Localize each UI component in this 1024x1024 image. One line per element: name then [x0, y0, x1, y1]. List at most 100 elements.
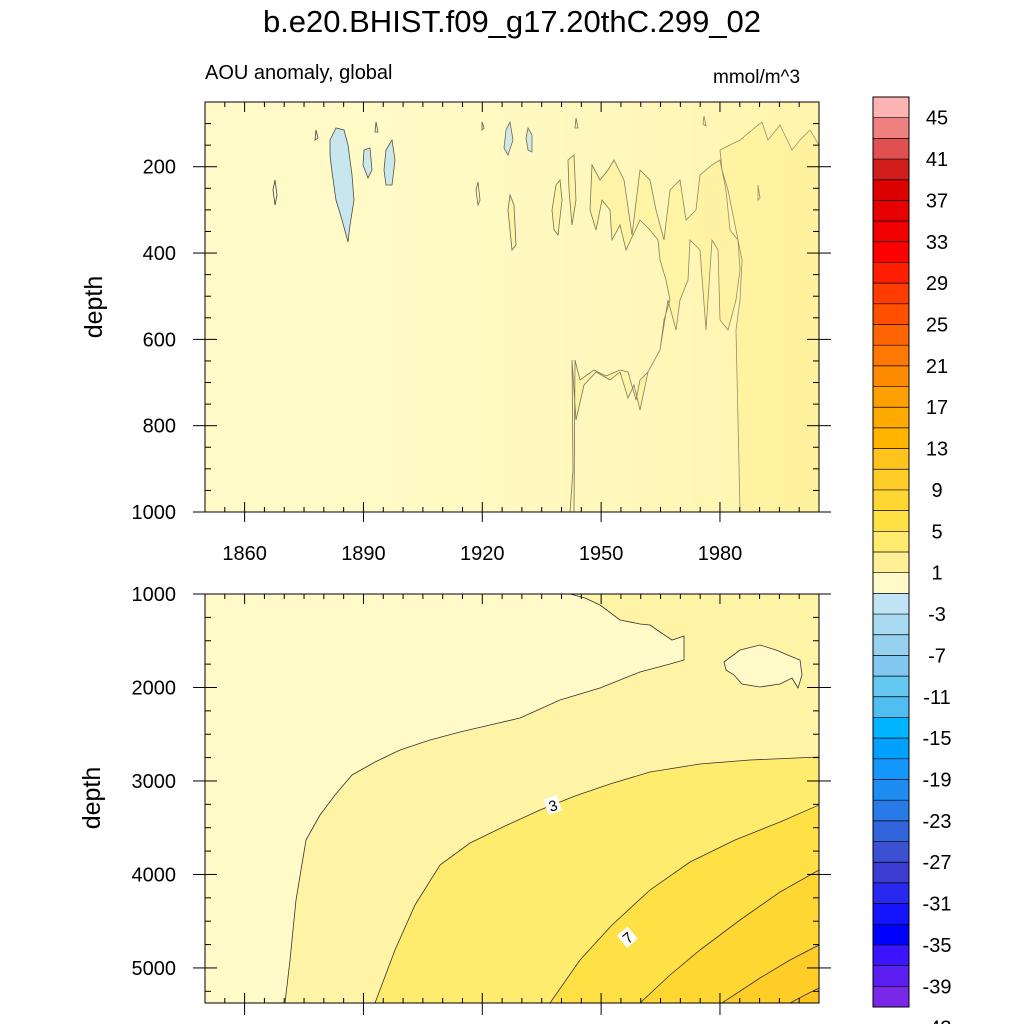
colorbar-swatch — [873, 324, 909, 346]
x-tick-label: 1890 — [341, 543, 386, 565]
lower-y-tick-label: 1000 — [132, 584, 177, 606]
upper-panel-shading — [205, 102, 819, 512]
colorbar-label: 9 — [931, 480, 942, 502]
x-tick-label: 1920 — [460, 543, 505, 565]
colorbar-label: -3 — [928, 604, 946, 626]
colorbar-swatch — [873, 179, 909, 201]
colorbar-label: -19 — [923, 770, 952, 792]
colorbar-swatch — [873, 117, 909, 139]
colorbar-swatch — [873, 696, 909, 718]
colorbar-swatch — [873, 841, 909, 863]
upper-y-tick-label: 200 — [143, 157, 176, 179]
colorbar-swatch — [873, 531, 909, 553]
colorbar-swatch — [873, 303, 909, 325]
colorbar-swatch — [873, 221, 909, 243]
colorbar-swatch — [873, 655, 909, 677]
x-tick-label: 1950 — [579, 543, 624, 565]
colorbar-swatch — [873, 552, 909, 574]
colorbar-swatch — [873, 614, 909, 636]
colorbar-label: -39 — [923, 976, 952, 998]
colorbar-label: -7 — [928, 645, 946, 667]
lower-island-0-1 — [723, 644, 803, 689]
colorbar-swatch — [873, 241, 909, 263]
colorbar-label: 37 — [926, 190, 948, 212]
lower-y-tick-label: 3000 — [132, 771, 177, 793]
colorbar-label: 5 — [931, 521, 942, 543]
lower-band-9-11 — [721, 944, 819, 1003]
upper-y-tick-label: 400 — [143, 243, 176, 265]
colorbar-swatch — [873, 283, 909, 305]
colorbar-label: 21 — [926, 356, 948, 378]
lower-panel — [205, 594, 819, 1003]
colorbar-swatch — [873, 365, 909, 387]
contour-label-3-group: 3 — [543, 795, 562, 816]
colorbar-swatch — [873, 510, 909, 532]
colorbar-swatch — [873, 903, 909, 925]
colorbar-swatch — [873, 738, 909, 760]
upper-y-tick-label: 1000 — [132, 502, 177, 524]
colorbar-swatch — [873, 200, 909, 222]
colorbar-swatch — [873, 345, 909, 367]
colorbar-swatch — [873, 386, 909, 408]
colorbar-label: -31 — [923, 894, 952, 916]
colorbar-swatch — [873, 965, 909, 987]
colorbar-swatch — [873, 820, 909, 842]
colorbar-swatch — [873, 944, 909, 967]
colorbar-swatch — [873, 800, 909, 822]
upper-ylabel: depth — [80, 276, 108, 339]
subtitle-variable: AOU anomaly, global — [205, 62, 393, 84]
colorbar: 45 41 37 33 29 25 21 17 13 9 5 1 -3 -7 -11 -15 -19 -23 -27… — [872, 96, 952, 1024]
lower-band-11-13 — [789, 987, 819, 1003]
x-tick-label: 1980 — [698, 543, 743, 565]
colorbar-label: 17 — [926, 397, 948, 419]
colorbar-swatch — [873, 138, 909, 160]
colorbar-label: -11 — [923, 687, 950, 709]
colorbar-label: 29 — [926, 273, 948, 295]
colorbar-swatch — [873, 593, 909, 615]
colorbar-label: 25 — [926, 315, 948, 337]
axes: 1860 1890 1920 1950 1980 200 400 600 800 1000 1000… — [132, 102, 831, 1015]
colorbar-swatch — [873, 634, 909, 656]
chart-title: b.e20.BHIST.f09_g17.20thC.299_02 — [262, 4, 762, 39]
colorbar-swatch — [873, 862, 909, 884]
contour-label-7-group: 7 — [616, 926, 638, 948]
colorbar-label: 45 — [926, 108, 948, 130]
colorbar-label: -43 — [923, 1018, 952, 1024]
colorbar-label: -35 — [923, 935, 952, 957]
lower-y-tick-label: 4000 — [132, 864, 177, 886]
lower-ylabel: depth — [78, 767, 106, 830]
colorbar-swatch — [873, 572, 909, 594]
colorbar-swatch — [873, 758, 909, 780]
colorbar-swatch — [873, 97, 909, 119]
colorbar-swatch — [873, 717, 909, 739]
colorbar-swatch — [873, 986, 909, 1008]
colorbar-label: 41 — [926, 149, 948, 171]
colorbar-swatch — [873, 427, 909, 449]
colorbar-swatch — [873, 262, 909, 284]
colorbar-swatch — [873, 469, 909, 491]
colorbar-swatch — [873, 448, 909, 470]
colorbar-label: -23 — [923, 811, 952, 833]
colorbar-frame — [872, 96, 910, 1008]
colorbar-swatch — [873, 779, 909, 801]
colorbar-swatch — [873, 882, 909, 904]
colorbar-label: -27 — [923, 852, 952, 874]
colorbar-label: 33 — [926, 232, 948, 254]
colorbar-label: 13 — [926, 439, 948, 461]
lower-panel-frame — [204, 593, 820, 1004]
colorbar-label: 1 — [931, 563, 942, 585]
colorbar-swatch — [873, 159, 909, 181]
upper-y-tick-label: 600 — [143, 329, 176, 351]
colorbar-swatch — [873, 676, 909, 698]
subtitle-units: mmol/m^3 — [713, 67, 801, 88]
lower-y-tick-label: 2000 — [132, 677, 177, 699]
lower-y-tick-label: 5000 — [132, 958, 177, 980]
colorbar-swatch — [873, 489, 909, 512]
upper-panel-frame — [204, 101, 820, 513]
x-tick-label: 1860 — [222, 543, 267, 565]
colorbar-swatch — [873, 924, 909, 946]
upper-y-tick-label: 800 — [143, 416, 176, 438]
upper-panel — [205, 102, 819, 512]
colorbar-swatch — [873, 407, 909, 429]
